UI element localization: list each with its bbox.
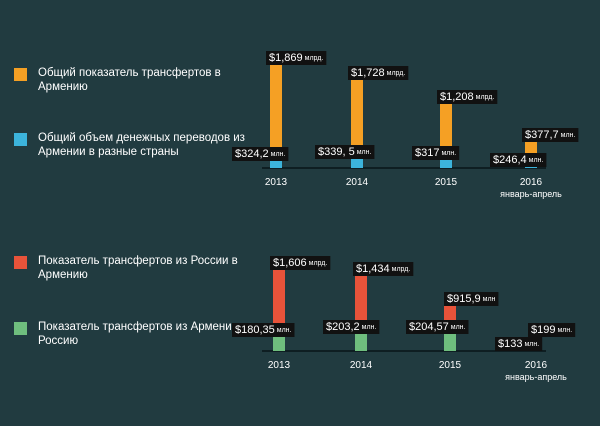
data-label: $199 млн.: [528, 323, 576, 337]
data-label: $1,606 млрд.: [270, 256, 331, 270]
data-label-background: [348, 66, 409, 80]
data-label-value: $915,9: [447, 293, 481, 305]
legend-swatch-red: [14, 256, 27, 269]
data-label-value: $199: [531, 324, 555, 336]
data-label-unit: млрд.: [309, 260, 328, 267]
data-label-background: [323, 320, 380, 334]
data-label-value: $1,208: [440, 91, 474, 103]
data-label: $204,57 млн.: [406, 320, 469, 334]
legend-label: Показатель трансфертов из России в Армен…: [38, 255, 238, 281]
data-label-value: $246,4: [493, 154, 527, 166]
x-tick-label: 2016: [525, 360, 548, 371]
data-label-value: $1,728: [351, 67, 385, 79]
legend-label: Общий показатель трансфертов в Армению: [38, 67, 221, 93]
data-label-background: [315, 145, 375, 159]
legend-label: Показатель трансфертов из Армении в Росс…: [38, 321, 248, 347]
x-tick-label: 2013: [265, 177, 288, 188]
x-tick-label: 2015: [439, 360, 462, 371]
x-tick-sublabel: январь-апрель: [500, 189, 562, 199]
data-label-background: [353, 262, 414, 276]
legend-swatch-green: [14, 322, 27, 335]
data-label-unit: млрд.: [305, 55, 324, 62]
data-label-background: [232, 323, 295, 337]
legend-swatch-blue: [14, 133, 27, 146]
data-label-unit: млн.: [524, 341, 539, 348]
data-label-background: [437, 90, 498, 104]
data-label-value: $317: [415, 147, 439, 159]
data-label-unit: млн: [483, 296, 496, 303]
data-label-value: $133: [498, 338, 522, 350]
data-label: $1,208 млрд.: [437, 90, 498, 104]
x-tick-label: 2014: [346, 177, 369, 188]
data-label-unit: млн.: [362, 324, 377, 331]
data-label-value: $377,7: [525, 129, 559, 141]
data-label-value: $324,2: [235, 148, 269, 160]
bar-chart-2: $1,606 млрд.$180,35 млн.2013$1,434 млрд.$20…: [232, 256, 576, 382]
data-label: $377,7 млн.: [522, 128, 579, 142]
x-tick-label: 2013: [268, 360, 291, 371]
data-label: $915,9 млн: [444, 292, 499, 306]
data-label-background: [522, 128, 579, 142]
data-label-unit: млрд.: [476, 94, 495, 101]
data-label-background: [444, 292, 499, 306]
data-label: $339, 5 млн.: [315, 145, 375, 159]
bar-0-big-2014: [351, 73, 363, 168]
data-label-unit: млн.: [357, 149, 372, 156]
data-label: $246,4 млн.: [490, 153, 547, 167]
data-label-unit: млн.: [557, 327, 572, 334]
data-label-value: $1,434: [356, 263, 390, 275]
data-label: $324,2 млн.: [232, 147, 289, 161]
data-label: $317 млн.: [412, 146, 460, 160]
legend-label: Общий объем денежных переводов из Армени…: [38, 132, 245, 158]
bar-1-small-2015: [444, 330, 456, 351]
data-label-value: $203,2: [326, 321, 360, 333]
data-label-background: [266, 51, 327, 65]
x-tick-label: 2016: [520, 177, 543, 188]
data-label-value: $204,57: [409, 321, 449, 333]
data-label: $1,869 млрд.: [266, 51, 327, 65]
data-label-unit: млн.: [451, 324, 466, 331]
data-label-value: $1,869: [269, 52, 303, 64]
bar-chart-1: $1,869 млрд.$324,2 млн.2013$1,728 млрд.$339…: [232, 51, 579, 199]
x-tick-label: 2015: [435, 177, 458, 188]
data-label: $1,434 млрд.: [353, 262, 414, 276]
data-label-unit: млрд.: [392, 266, 411, 273]
data-label-background: [490, 153, 547, 167]
legend-swatch-orange: [14, 68, 27, 81]
data-label-unit: млн.: [561, 132, 576, 139]
data-label-value: $339, 5: [318, 146, 355, 158]
data-label: $180,35 млн.: [232, 323, 295, 337]
data-label-background: [232, 147, 289, 161]
data-label: $1,728 млрд.: [348, 66, 409, 80]
x-tick-label: 2014: [350, 360, 373, 371]
bar-1-small-2014: [355, 330, 367, 351]
data-label-unit: млн.: [271, 151, 286, 158]
data-label-unit: млн.: [441, 150, 456, 157]
data-label-background: [406, 320, 469, 334]
data-label-background: [270, 256, 331, 270]
data-label-background: [528, 323, 576, 337]
data-label: $133 млн.: [495, 337, 543, 351]
data-label-unit: млн.: [529, 157, 544, 164]
x-tick-sublabel: январь-апрель: [505, 372, 567, 382]
data-label-value: $1,606: [273, 257, 307, 269]
data-label: $203,2 млн.: [323, 320, 380, 334]
data-label-background: [412, 146, 460, 160]
bar-0-big-2013: [270, 59, 282, 168]
data-label-unit: млн.: [277, 327, 292, 334]
data-label-value: $180,35: [235, 324, 275, 336]
data-label-background: [495, 337, 543, 351]
data-label-unit: млрд.: [387, 70, 406, 77]
